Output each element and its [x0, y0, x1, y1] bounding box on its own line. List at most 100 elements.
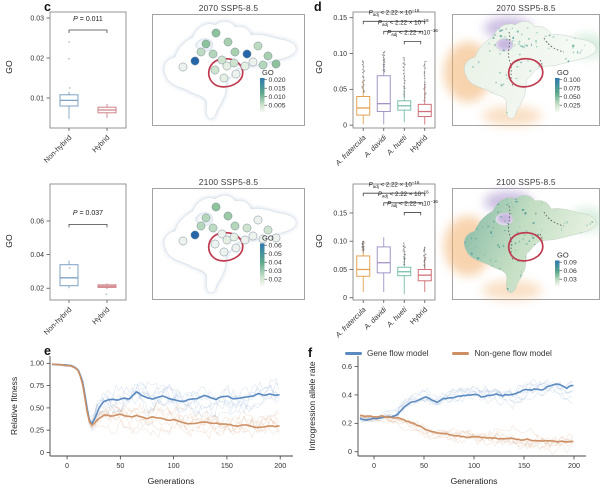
svg-text:150: 150: [518, 461, 530, 470]
svg-text:0.2: 0.2: [342, 419, 352, 428]
plot-frame: [49, 183, 127, 301]
sample-point: [190, 230, 200, 240]
plot-frame: [352, 11, 436, 129]
sample-point: [229, 232, 239, 242]
sample-point: [271, 59, 281, 69]
sample-point: [196, 221, 206, 231]
line-chart-e: 0 0.25 0.50 0.75 1.00 0 50 100 150 200: [8, 350, 300, 484]
sample-point: [230, 47, 240, 57]
svg-text:0.01: 0.01: [30, 95, 44, 102]
sample-point: [219, 247, 229, 257]
line-chart-f: 0 0.2 0.4 0.6 0 50 100 150 200: [300, 350, 598, 484]
boxplot-c-top: 0.01 0.02 0.03 Non-hybrid Hybrid P = 0.011: [0, 6, 150, 180]
sample-point: [196, 47, 206, 57]
svg-text:0: 0: [348, 447, 352, 456]
svg-text:GO: GO: [262, 234, 274, 243]
map-title-c-2100: 2100 SSP5-8.5: [198, 177, 259, 187]
sample-point: [240, 235, 250, 245]
svg-text:0.6: 0.6: [342, 362, 352, 371]
boxplot-d-top: 0 0.05 0.10 0.15 A. fratercula A. davidi A. hu…: [308, 6, 456, 180]
map-d-2070: GO 0.100 0.075 0.050 0.025: [444, 14, 600, 128]
gene-flow-swatch: [345, 352, 362, 355]
svg-text:0: 0: [372, 461, 376, 470]
panel-label-e: e: [44, 344, 51, 358]
svg-text:GO: GO: [557, 68, 569, 77]
chart-svg: GO0.090.06 0.03: [444, 188, 600, 300]
plot-frame: [352, 183, 436, 301]
svg-text:0.75: 0.75: [30, 381, 44, 390]
svg-text:0.4: 0.4: [342, 390, 352, 399]
svg-text:0: 0: [343, 295, 347, 302]
svg-text:Padj < 2.22 × 10−16: Padj < 2.22 × 10−16: [369, 180, 420, 189]
chart-svg: 0.01 0.02 0.03 Non-hybrid Hybrid P = 0.011: [30, 11, 127, 165]
map-title-d-2070: 2070 SSP5-8.5: [496, 3, 556, 13]
sample-point: [230, 221, 240, 231]
sample-point: [178, 236, 188, 246]
sample-point: [210, 239, 220, 249]
sample-point: [258, 234, 268, 244]
svg-text:0.010: 0.010: [269, 94, 286, 101]
svg-text:0.02: 0.02: [30, 286, 44, 293]
svg-text:100: 100: [468, 461, 480, 470]
svg-text:0.005: 0.005: [269, 103, 286, 110]
svg-text:0.05: 0.05: [333, 267, 347, 274]
svg-text:0.06: 0.06: [269, 243, 282, 250]
svg-text:0.02: 0.02: [269, 277, 282, 284]
svg-text:0: 0: [343, 122, 347, 129]
sample-point: [217, 55, 227, 65]
legend-item-gene-flow: Gene flow model: [345, 349, 428, 358]
xlabel-generations-e: Generations: [147, 476, 195, 486]
boxplot-d-bottom: 0 0.05 0.10 0.15 A. fratercula A. davidi A. hu…: [308, 178, 456, 352]
svg-text:0.02: 0.02: [30, 55, 44, 62]
svg-text:Padj < 2.22 × 10−16: Padj < 2.22 × 10−16: [369, 8, 420, 17]
svg-text:0.04: 0.04: [269, 260, 282, 267]
box-A. davidi: [376, 75, 391, 113]
sample-point: [253, 41, 263, 51]
svg-text:A. fratercula: A. fratercula: [333, 305, 368, 340]
box-Non-hybrid: [59, 264, 79, 287]
svg-text:0.03: 0.03: [564, 277, 577, 284]
svg-text:A. hueti: A. hueti: [384, 305, 409, 330]
sample-point: [263, 51, 273, 61]
svg-text:0.06: 0.06: [30, 218, 44, 225]
svg-text:P = 0.037: P = 0.037: [73, 210, 103, 217]
svg-text:Non-hybrid: Non-hybrid: [42, 133, 74, 165]
sample-point: [208, 223, 218, 233]
boxplot-c-bottom: 0.02 0.04 0.06 Non-hybrid Hybrid P = 0.037: [0, 178, 150, 352]
sample-point: [242, 223, 252, 233]
chart-svg: 0.02 0.04 0.06 Non-hybrid Hybrid P = 0.037: [30, 183, 127, 337]
highlight-region-outline: [207, 231, 244, 262]
svg-text:1.00: 1.00: [30, 359, 44, 368]
series-line-0: [359, 383, 574, 421]
highlight-region-outline: [507, 231, 544, 262]
map-title-c-2070: 2070 SSP5-8.5: [198, 3, 259, 13]
svg-text:P = 0.011: P = 0.011: [73, 16, 103, 23]
sample-point: [201, 39, 211, 49]
sample-point: [208, 49, 218, 59]
sample-point: [211, 28, 221, 38]
panel-label-d: d: [314, 0, 322, 14]
map-c-2100: GO 0.06 0.05 0.04 0.03 0.02: [152, 188, 305, 302]
svg-text:0.06: 0.06: [564, 268, 577, 275]
box-A. fratercula: [356, 255, 371, 277]
sample-point: [263, 225, 273, 235]
highlight-region-outline: [507, 57, 544, 88]
box-A. fratercula: [356, 95, 371, 116]
svg-text:0.25: 0.25: [30, 426, 44, 435]
sample-point: [248, 57, 258, 67]
svg-text:0.50: 0.50: [30, 403, 44, 412]
svg-text:A. davidi: A. davidi: [361, 133, 388, 160]
svg-text:50: 50: [420, 461, 428, 470]
svg-text:Padj < 2.22 × 10−16: Padj < 2.22 × 10−16: [387, 199, 438, 208]
panel-label-f: f: [308, 346, 313, 360]
svg-text:0: 0: [40, 448, 44, 457]
sample-point: [223, 37, 233, 47]
svg-text:200: 200: [274, 461, 286, 470]
svg-text:0.05: 0.05: [333, 87, 347, 94]
sample-point: [253, 215, 263, 225]
sample-point: [240, 61, 250, 71]
non-gene-flow-label: Non-gene flow model: [474, 349, 552, 358]
